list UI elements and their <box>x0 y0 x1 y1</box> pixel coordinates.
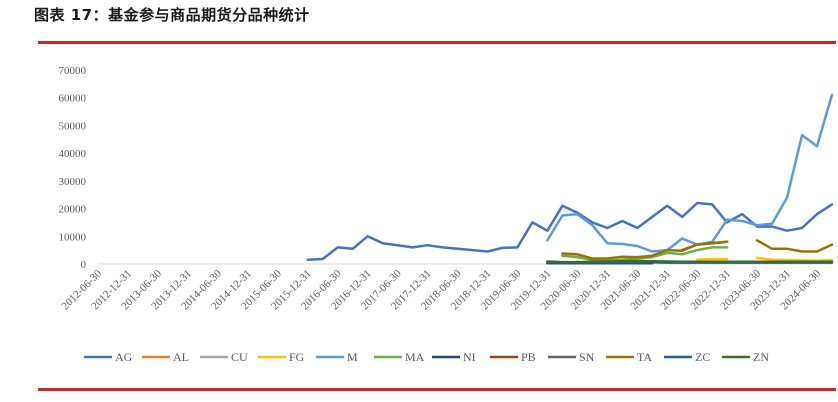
series-line-ta <box>561 239 834 260</box>
y-tick-label: 40000 <box>59 148 87 160</box>
legend-label-cu: CU <box>231 350 248 364</box>
y-tick-label: 20000 <box>59 204 87 216</box>
legend: AG AL CU FG M MA NI PB SN TA ZC ZN <box>84 350 769 364</box>
legend-label-zc: ZC <box>695 350 710 364</box>
legend-label-ag: AG <box>115 350 133 364</box>
legend-label-sn: SN <box>579 350 595 364</box>
figure-title: 图表 17：基金参与商品期货分品种统计 <box>34 6 310 24</box>
y-tick-label: 0 <box>81 259 87 271</box>
legend-label-m: M <box>347 350 358 364</box>
y-tick-label: 10000 <box>59 231 87 243</box>
y-tick-label: 60000 <box>59 93 87 105</box>
series-line-zn <box>546 259 834 264</box>
series-lines <box>306 93 834 265</box>
top-rule <box>38 41 836 44</box>
y-tick-label: 50000 <box>59 120 87 132</box>
series-line-fg <box>695 256 834 262</box>
legend-label-ma: MA <box>405 350 425 364</box>
series-line-ma <box>561 246 729 262</box>
legend-label-al: AL <box>173 350 189 364</box>
bottom-rule <box>38 388 836 391</box>
series-line-m <box>546 93 834 253</box>
legend-label-ni: NI <box>463 350 476 364</box>
legend-label-ta: TA <box>637 350 652 364</box>
legend-label-zn: ZN <box>753 350 769 364</box>
x-axis: 2012-06-302012-12-312013-06-302013-12-31… <box>59 263 832 312</box>
legend-label-fg: FG <box>289 350 305 364</box>
y-tick-label: 70000 <box>59 65 87 77</box>
y-axis: 0 10000 20000 30000 40000 50000 60000 70000 <box>59 65 87 271</box>
y-tick-label: 30000 <box>59 176 87 188</box>
series-line-ag <box>306 201 834 262</box>
legend-label-pb: PB <box>521 350 536 364</box>
